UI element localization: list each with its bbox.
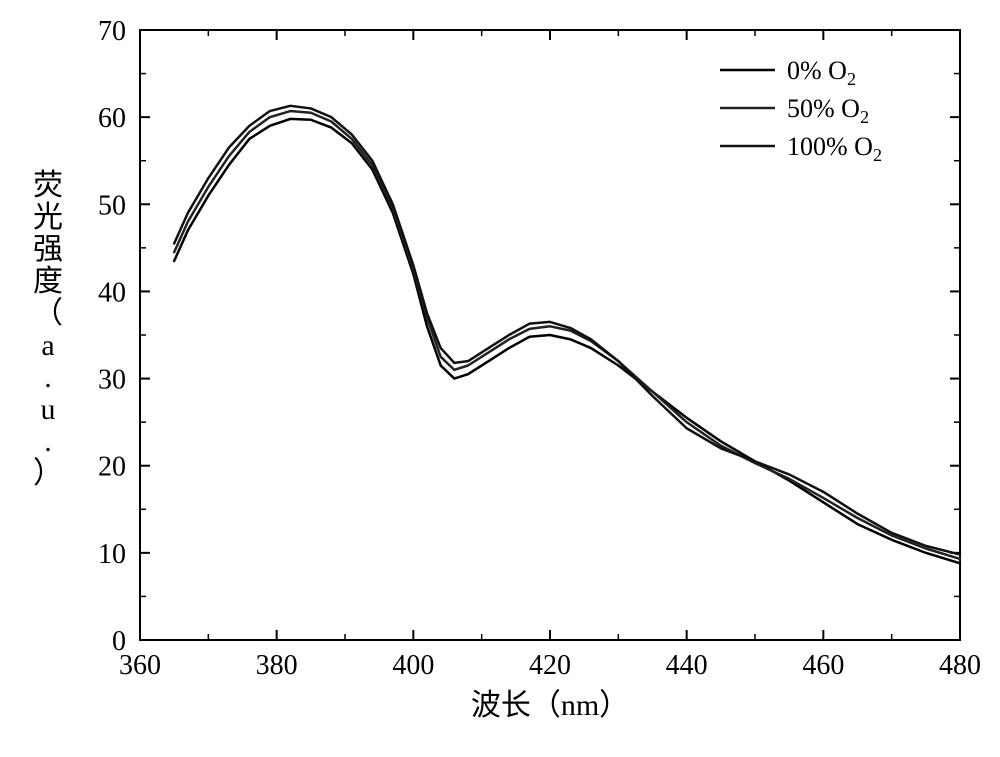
- y-tick-label: 20: [98, 452, 126, 483]
- svg-text:u: u: [41, 393, 56, 426]
- svg-text:（: （: [33, 297, 63, 330]
- y-tick-label: 50: [98, 190, 126, 221]
- y-tick-label: 70: [98, 16, 126, 47]
- svg-text:荧: 荧: [33, 169, 63, 202]
- x-tick-label: 380: [256, 650, 298, 681]
- legend-label: 50% O2: [787, 94, 869, 127]
- svg-text:.: .: [44, 361, 52, 394]
- svg-text:光: 光: [33, 201, 63, 234]
- y-tick-label: 0: [112, 626, 126, 657]
- fluorescence-spectrum-chart: 360380400420440460480010203040506070波长（n…: [0, 0, 1000, 757]
- x-tick-label: 420: [529, 650, 571, 681]
- x-tick-label: 480: [939, 650, 981, 681]
- svg-text:度: 度: [33, 265, 63, 298]
- svg-text:.: .: [44, 425, 52, 458]
- svg-text:a: a: [41, 329, 54, 362]
- x-tick-label: 400: [392, 650, 434, 681]
- x-axis-label: 波长（nm）: [471, 689, 629, 722]
- y-tick-label: 40: [98, 277, 126, 308]
- legend-label: 100% O2: [787, 132, 882, 165]
- svg-text:）: ）: [33, 457, 63, 490]
- svg-text:强: 强: [33, 233, 63, 266]
- chart-container: 360380400420440460480010203040506070波长（n…: [0, 0, 1000, 757]
- y-tick-label: 30: [98, 365, 126, 396]
- x-tick-label: 460: [802, 650, 844, 681]
- legend-label: 0% O2: [787, 56, 856, 89]
- y-tick-label: 10: [98, 539, 126, 570]
- x-tick-label: 440: [666, 650, 708, 681]
- y-tick-label: 60: [98, 103, 126, 134]
